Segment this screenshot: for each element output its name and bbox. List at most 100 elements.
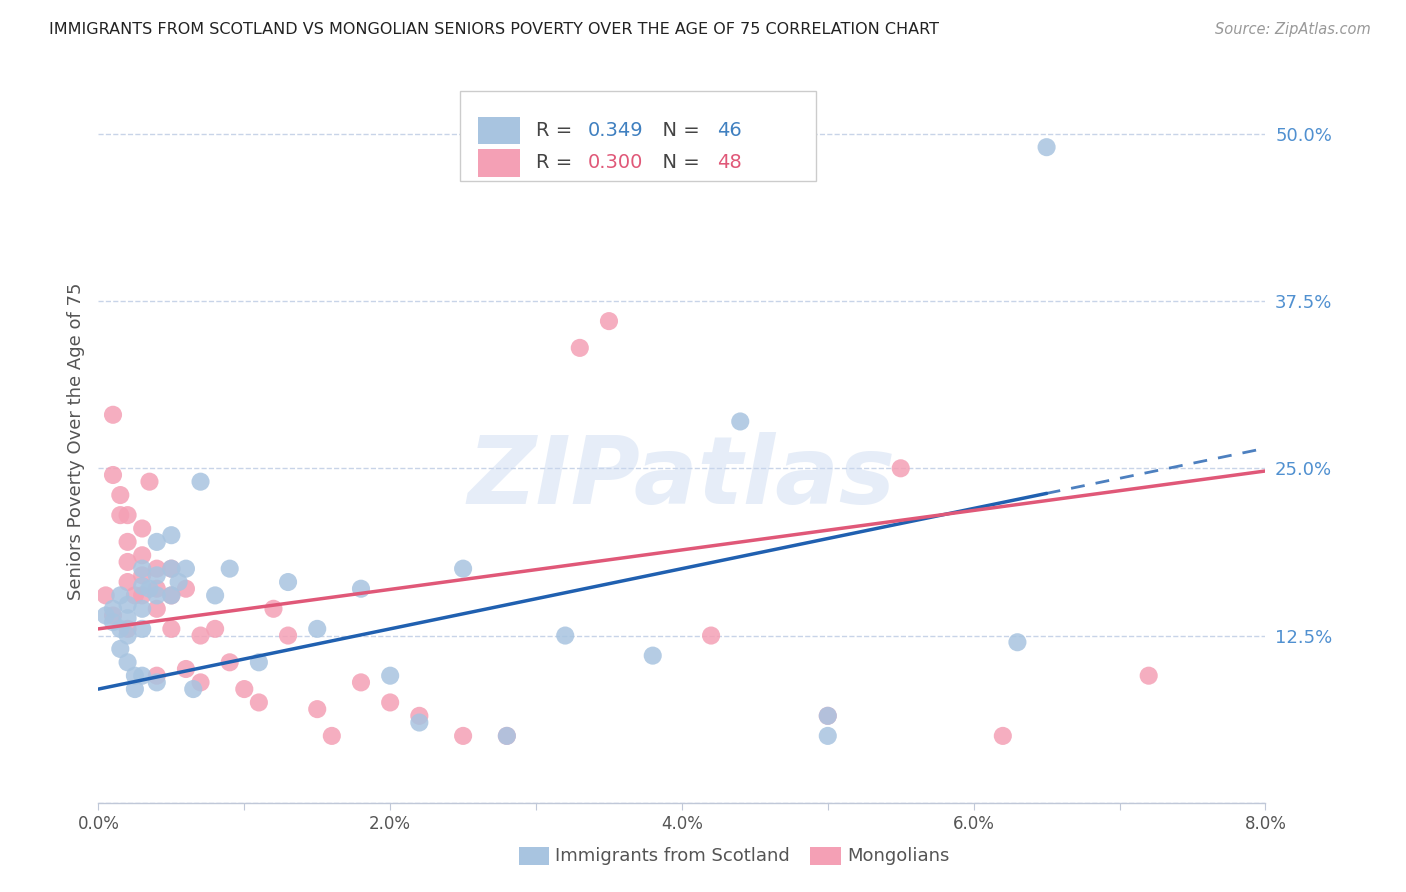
Point: [131, 589, 153, 603]
Text: 0.349: 0.349: [588, 121, 643, 140]
Point: [350, 675, 373, 690]
Point: [131, 602, 153, 616]
Point: [1007, 635, 1029, 649]
Text: 46: 46: [717, 121, 742, 140]
Point: [204, 589, 226, 603]
Point: [146, 602, 169, 616]
Point: [700, 628, 723, 642]
Point: [380, 669, 402, 683]
Point: [101, 467, 124, 482]
Point: [167, 575, 190, 590]
FancyBboxPatch shape: [478, 149, 520, 177]
Point: [160, 622, 183, 636]
Point: [131, 622, 153, 636]
Point: [117, 622, 139, 636]
Point: [117, 598, 139, 612]
Point: [641, 648, 664, 663]
Point: [233, 681, 256, 696]
Point: [110, 642, 132, 657]
Point: [408, 708, 430, 723]
Point: [146, 562, 169, 576]
Point: [1035, 140, 1057, 154]
Point: [117, 628, 139, 642]
Text: R =: R =: [536, 153, 578, 172]
FancyBboxPatch shape: [460, 91, 815, 181]
Point: [131, 521, 153, 535]
Point: [124, 669, 146, 683]
Point: [138, 475, 160, 489]
Point: [218, 562, 240, 576]
Point: [146, 568, 169, 582]
Point: [991, 729, 1014, 743]
Point: [730, 414, 752, 429]
Point: [262, 602, 284, 616]
Point: [110, 488, 132, 502]
Text: 0.300: 0.300: [588, 153, 643, 172]
Point: [277, 628, 299, 642]
Point: [146, 534, 169, 549]
Point: [160, 528, 183, 542]
Point: [350, 582, 373, 596]
Point: [190, 475, 212, 489]
Text: IMMIGRANTS FROM SCOTLAND VS MONGOLIAN SENIORS POVERTY OVER THE AGE OF 75 CORRELA: IMMIGRANTS FROM SCOTLAND VS MONGOLIAN SE…: [49, 22, 939, 37]
Point: [247, 696, 270, 710]
Point: [181, 681, 204, 696]
Point: [117, 534, 139, 549]
Point: [146, 582, 169, 596]
Point: [817, 729, 839, 743]
Point: [110, 508, 132, 523]
Point: [110, 622, 132, 636]
Point: [117, 555, 139, 569]
Point: [247, 655, 270, 669]
Point: [380, 696, 402, 710]
Point: [160, 589, 183, 603]
Point: [817, 708, 839, 723]
Point: [146, 675, 169, 690]
Point: [307, 702, 329, 716]
Point: [117, 575, 139, 590]
Point: [174, 582, 197, 596]
Point: [94, 589, 117, 603]
Point: [131, 568, 153, 582]
Point: [101, 615, 124, 630]
Point: [496, 729, 519, 743]
Text: Source: ZipAtlas.com: Source: ZipAtlas.com: [1215, 22, 1371, 37]
Point: [117, 611, 139, 625]
Text: Immigrants from Scotland: Immigrants from Scotland: [555, 847, 790, 865]
Point: [131, 579, 153, 593]
Point: [496, 729, 519, 743]
Point: [817, 708, 839, 723]
Point: [160, 562, 183, 576]
Point: [174, 662, 197, 676]
Y-axis label: Seniors Poverty Over the Age of 75: Seniors Poverty Over the Age of 75: [66, 283, 84, 600]
Text: 48: 48: [717, 153, 742, 172]
Point: [451, 729, 474, 743]
Point: [174, 562, 197, 576]
Point: [101, 602, 124, 616]
Point: [554, 628, 576, 642]
Point: [568, 341, 591, 355]
Point: [218, 655, 240, 669]
Point: [131, 548, 153, 563]
Point: [598, 314, 620, 328]
Point: [138, 582, 160, 596]
Text: Mongolians: Mongolians: [846, 847, 949, 865]
Point: [110, 589, 132, 603]
Point: [117, 508, 139, 523]
Point: [160, 589, 183, 603]
Point: [131, 562, 153, 576]
Point: [146, 669, 169, 683]
Point: [124, 589, 146, 603]
Text: N =: N =: [651, 121, 706, 140]
Point: [451, 562, 474, 576]
Text: N =: N =: [651, 153, 706, 172]
Point: [890, 461, 912, 475]
Point: [408, 715, 430, 730]
Point: [146, 589, 169, 603]
Text: R =: R =: [536, 121, 578, 140]
FancyBboxPatch shape: [478, 117, 520, 145]
Point: [190, 628, 212, 642]
Point: [131, 669, 153, 683]
Point: [321, 729, 343, 743]
Point: [124, 681, 146, 696]
